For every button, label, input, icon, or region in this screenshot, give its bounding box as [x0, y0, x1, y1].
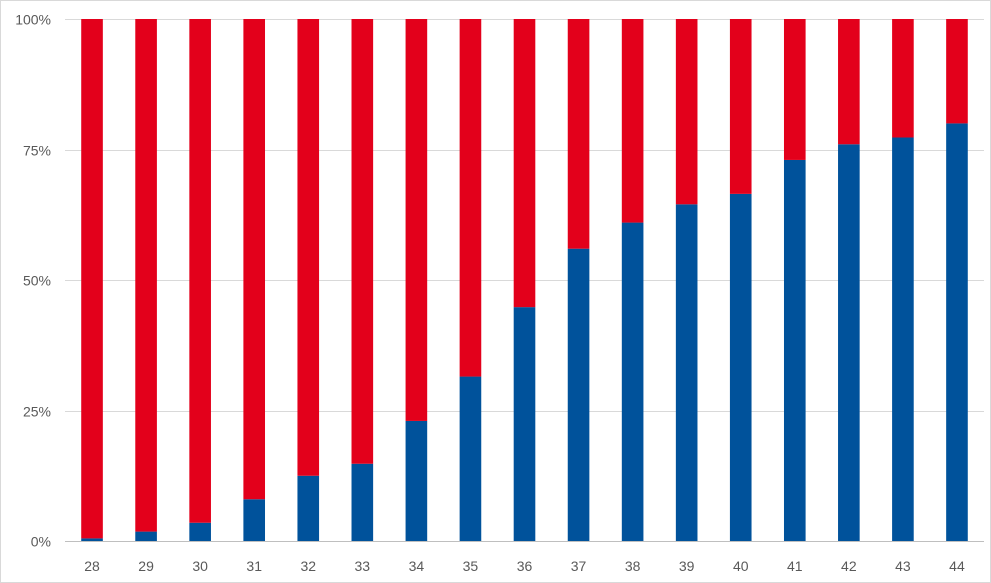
- bar-series-1-40: [729, 193, 752, 541]
- bar-series-2-33: [351, 19, 374, 464]
- y-tick-label: 75%: [23, 143, 51, 159]
- x-tick-label: 43: [895, 558, 911, 574]
- x-tick-label: 44: [949, 558, 965, 574]
- x-tick-label: 28: [84, 558, 100, 574]
- x-tick-label: 34: [409, 558, 425, 574]
- bar-series-1-36: [513, 307, 536, 541]
- bar-series-1-34: [405, 420, 428, 541]
- bar-series-1-37: [567, 248, 590, 541]
- bar-series-1-41: [783, 159, 806, 541]
- x-tick-label: 30: [192, 558, 208, 574]
- bar-series-2-28: [81, 19, 103, 539]
- x-tick-label: 33: [355, 558, 371, 574]
- bar-series-2-38: [621, 19, 644, 223]
- bar-series-2-39: [675, 19, 698, 205]
- x-tick-label: 41: [787, 558, 803, 574]
- bar-series-1-29: [135, 531, 157, 541]
- bar-series-2-31: [243, 19, 266, 500]
- bar-series-1-39: [675, 204, 698, 541]
- bar-series-1-33: [351, 463, 374, 541]
- bar-series-2-42: [838, 19, 860, 145]
- y-tick-label: 25%: [23, 404, 51, 420]
- bar-series-1-42: [838, 144, 860, 541]
- y-tick-label: 100%: [15, 12, 51, 28]
- x-tick-label: 39: [679, 558, 695, 574]
- bar-series-1-35: [459, 376, 482, 541]
- bar-series-2-36: [513, 19, 536, 308]
- bar-series-2-30: [189, 19, 211, 523]
- bar-series-1-38: [621, 222, 644, 541]
- x-tick-label: 36: [517, 558, 533, 574]
- y-tick-label: 50%: [23, 273, 51, 289]
- bar-series-2-32: [297, 19, 320, 476]
- bar-series-2-41: [783, 19, 806, 160]
- x-tick-label: 38: [625, 558, 641, 574]
- x-tick-label: 31: [246, 558, 262, 574]
- bar-series-2-37: [567, 19, 590, 249]
- bar-series-1-31: [243, 499, 266, 541]
- tick-labels: 0% 25% 50% 75% 100% 28 29 30 31 32 33 34 35 36 37 38 39 4…: [15, 12, 965, 575]
- x-tick-label: 29: [138, 558, 154, 574]
- bar-series-1-30: [189, 522, 211, 541]
- bar-series-1-32: [297, 475, 320, 541]
- bars: [81, 19, 968, 542]
- x-tick-label: 35: [463, 558, 479, 574]
- bar-series-1-44: [946, 123, 968, 542]
- x-tick-label: 37: [571, 558, 587, 574]
- x-tick-label: 40: [733, 558, 749, 574]
- x-tick-label: 42: [841, 558, 857, 574]
- bar-series-2-35: [459, 19, 482, 377]
- x-tick-label: 32: [300, 558, 316, 574]
- bar-series-2-43: [892, 19, 914, 138]
- bar-series-2-29: [135, 19, 157, 532]
- bar-series-2-44: [946, 19, 968, 124]
- bar-series-1-28: [81, 538, 103, 541]
- bar-series-2-40: [729, 19, 752, 194]
- bar-series-2-34: [405, 19, 428, 421]
- y-tick-label: 0%: [31, 534, 51, 550]
- bar-series-1-43: [892, 137, 914, 542]
